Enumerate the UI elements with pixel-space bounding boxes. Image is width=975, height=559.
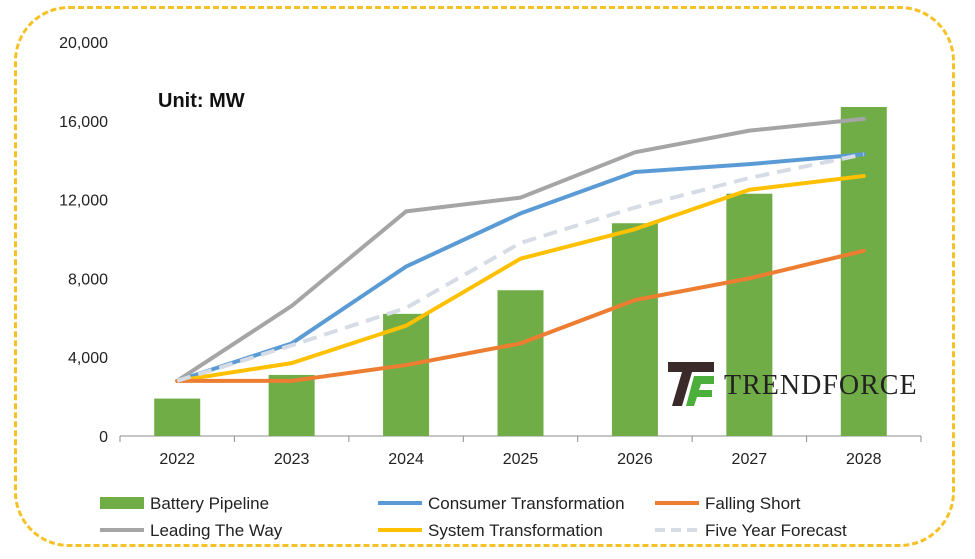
line-five-year-forecast: [176, 152, 865, 383]
y-tick-label: 0: [99, 429, 108, 446]
x-tick-label: 2026: [617, 451, 653, 468]
bar-battery-pipeline: [268, 374, 315, 436]
x-tick-label: 2027: [732, 451, 768, 468]
x-tick-label: 2024: [388, 451, 424, 468]
unit-label: Unit: MW: [158, 90, 245, 112]
dashed-frame: [14, 6, 955, 547]
axis-layer: 0 4,000 8,000 12,000 16,000 20,000 2022 2023 202…: [59, 35, 922, 468]
line-system-transformation: [175, 173, 866, 383]
line-layer: [175, 116, 866, 383]
logo-text: TRENDFORCE: [724, 370, 918, 401]
logo-mark-dark: [668, 362, 714, 372]
x-tick-label: 2028: [846, 451, 882, 468]
legend-label-falling-short: Falling Short: [705, 494, 801, 513]
bar-battery-pipeline: [611, 223, 658, 436]
logo-mark-dark-stem: [672, 372, 692, 406]
legend-label-five-year-forecast: Five Year Forecast: [705, 521, 847, 540]
bar-battery-pipeline: [497, 290, 544, 436]
line-leading-the-way: [175, 116, 866, 383]
y-tick-label: 12,000: [59, 193, 108, 210]
legend-label-consumer-transformation: Consumer Transformation: [428, 494, 625, 513]
legend-label-leading-the-way: Leading The Way: [150, 521, 283, 540]
x-tick-label: 2025: [503, 451, 539, 468]
logo-mark-green: [686, 376, 714, 406]
line-falling-short: [175, 248, 866, 383]
legend: Battery Pipeline Consumer Transformation F…: [100, 494, 847, 540]
x-tick-label: 2023: [274, 451, 310, 468]
trendforce-logo: TRENDFORCE: [668, 362, 918, 406]
bar-battery-pipeline: [383, 313, 430, 436]
y-tick-label: 4,000: [68, 350, 108, 367]
bar-battery-pipeline: [726, 193, 773, 436]
legend-label-battery-pipeline: Battery Pipeline: [150, 494, 269, 513]
y-tick-label: 20,000: [59, 35, 108, 52]
bar-battery-pipeline: [154, 398, 201, 436]
bar-layer: [154, 107, 887, 436]
y-tick-label: 16,000: [59, 114, 108, 131]
legend-label-system-transformation: System Transformation: [428, 521, 603, 540]
y-tick-label: 8,000: [68, 271, 108, 288]
bar-battery-pipeline: [840, 107, 887, 436]
x-tick-label: 2022: [159, 451, 195, 468]
legend-swatch-battery-pipeline: [100, 497, 144, 509]
